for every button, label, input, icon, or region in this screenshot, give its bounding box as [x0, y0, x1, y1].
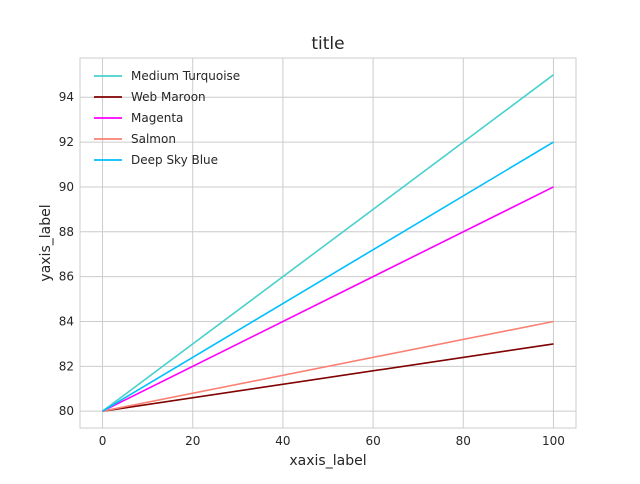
grid [80, 58, 576, 428]
y-tick-label: 84 [59, 314, 74, 328]
series-line-web-maroon [102, 343, 554, 412]
x-tick-label: 40 [275, 434, 290, 448]
y-axis-label: yaxis_label [38, 204, 54, 281]
legend-label: Deep Sky Blue [131, 153, 218, 167]
chart-title: title [311, 34, 344, 54]
y-tick-label: 94 [59, 90, 74, 104]
legend: Medium Turquoise Web Maroon Magenta Salmon D… [94, 69, 240, 167]
series-line-magenta [102, 186, 554, 412]
x-axis-label: xaxis_label [289, 453, 366, 469]
y-tick-label: 92 [59, 135, 74, 149]
y-tick-label: 80 [59, 404, 74, 418]
x-tick-label: 80 [456, 434, 471, 448]
series-line-medium-turquoise [102, 74, 554, 412]
series-line-salmon [102, 320, 554, 412]
x-tick-label: 100 [542, 434, 565, 448]
series-line-deep-sky-blue [102, 141, 554, 412]
legend-label: Magenta [131, 111, 183, 125]
y-tick-label: 86 [59, 270, 74, 284]
y-tick-label: 82 [59, 359, 74, 373]
y-tick-label: 90 [59, 180, 74, 194]
tick-labels: 0 20 40 60 80 100 80 82 84 86 88 90 92 94 [59, 90, 565, 448]
legend-label: Web Maroon [131, 90, 206, 104]
series-lines [102, 74, 554, 412]
legend-label: Medium Turquoise [131, 69, 240, 83]
x-tick-label: 0 [99, 434, 107, 448]
legend-label: Salmon [131, 132, 176, 146]
x-tick-label: 60 [365, 434, 380, 448]
plot-area-frame [79, 57, 577, 429]
x-tick-label: 20 [185, 434, 200, 448]
y-tick-label: 88 [59, 225, 74, 239]
